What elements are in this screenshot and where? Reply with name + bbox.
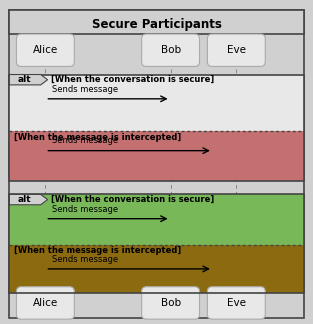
Text: [When the conversation is secure]: [When the conversation is secure] bbox=[51, 195, 214, 204]
Text: Eve: Eve bbox=[227, 298, 246, 308]
Bar bbox=[9, 75, 304, 181]
Text: Eve: Eve bbox=[227, 45, 246, 55]
Bar bbox=[9, 75, 304, 131]
Text: alt: alt bbox=[18, 75, 31, 84]
Text: Bob: Bob bbox=[161, 298, 181, 308]
Text: Sends message: Sends message bbox=[52, 136, 118, 145]
FancyBboxPatch shape bbox=[141, 287, 200, 319]
Text: Alice: Alice bbox=[33, 45, 58, 55]
Bar bbox=[9, 131, 304, 181]
Text: Sends message: Sends message bbox=[52, 85, 118, 94]
Text: [When the message is intercepted]: [When the message is intercepted] bbox=[14, 133, 181, 142]
FancyBboxPatch shape bbox=[207, 34, 265, 66]
FancyBboxPatch shape bbox=[16, 34, 74, 66]
Text: [When the message is intercepted]: [When the message is intercepted] bbox=[14, 246, 181, 255]
Bar bbox=[9, 10, 304, 34]
Text: Secure Participants: Secure Participants bbox=[92, 18, 221, 31]
Bar bbox=[9, 245, 304, 293]
FancyBboxPatch shape bbox=[16, 287, 74, 319]
FancyBboxPatch shape bbox=[141, 34, 200, 66]
Polygon shape bbox=[9, 75, 48, 85]
Text: Sends message: Sends message bbox=[52, 204, 118, 214]
Text: Sends message: Sends message bbox=[52, 255, 118, 264]
FancyBboxPatch shape bbox=[207, 287, 265, 319]
Text: alt: alt bbox=[18, 195, 31, 204]
Text: Bob: Bob bbox=[161, 45, 181, 55]
Polygon shape bbox=[9, 194, 48, 205]
Bar bbox=[9, 194, 304, 245]
Bar bbox=[9, 194, 304, 293]
Text: [When the conversation is secure]: [When the conversation is secure] bbox=[51, 75, 214, 84]
Text: Alice: Alice bbox=[33, 298, 58, 308]
